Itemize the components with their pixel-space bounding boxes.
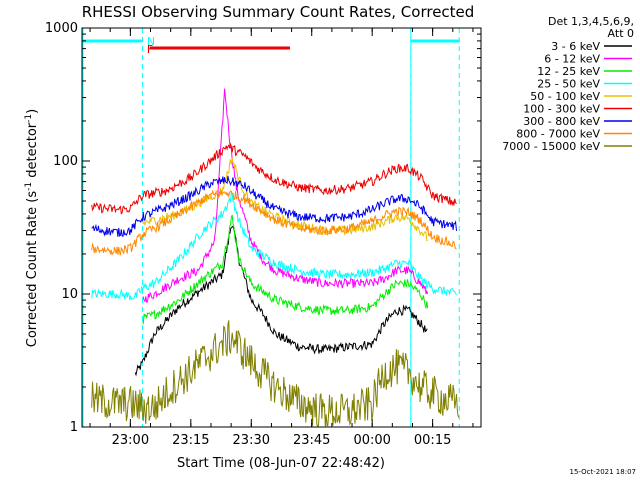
x-tick-label-4: 00:00 <box>353 433 390 448</box>
legend-label-6: 300 - 800 keV <box>523 115 600 128</box>
series-line-1 <box>142 88 429 303</box>
series-line-8 <box>91 320 460 427</box>
y-axis-label-main: Corrected Count Rate (s <box>25 191 40 348</box>
series-line-6 <box>91 175 457 238</box>
x-tick-label-3: 23:45 <box>293 433 330 448</box>
annotations: NF <box>82 28 460 427</box>
legend-label-1: 6 - 12 keV <box>544 53 600 66</box>
y-axis-label-mid: detector <box>25 122 40 182</box>
legend-label-0: 3 - 6 keV <box>551 40 600 53</box>
legend-label-4: 50 - 100 keV <box>530 90 600 103</box>
y-axis-label-end: ) <box>25 109 40 114</box>
plot-frame <box>81 27 482 428</box>
legend-label-7: 800 - 7000 keV <box>516 128 600 141</box>
y-tick-label-2: 100 <box>53 154 78 169</box>
y-axis-label-sup1: -1 <box>24 182 34 191</box>
y-tick-label-0: 1 <box>70 420 78 435</box>
legend-label-2: 12 - 25 keV <box>537 65 600 78</box>
y-axis-label-sup2: -1 <box>24 114 34 123</box>
x-tick-label-5: 00:15 <box>414 433 451 448</box>
series-line-3 <box>91 191 457 301</box>
flare-label: F <box>147 43 153 56</box>
legend-header-2: Att 0 <box>608 27 634 40</box>
night-label: N <box>147 35 155 48</box>
y-tick-label-3: 1000 <box>45 21 78 36</box>
x-tick-label-0: 23:00 <box>112 433 149 448</box>
x-axis-label: Start Time (08-Jun-07 22:48:42) <box>177 456 385 471</box>
legend-header-1: Det 1,3,4,5,6,9, <box>548 15 634 28</box>
series-line-0 <box>134 225 428 377</box>
series-group <box>91 88 460 427</box>
legend-label-3: 25 - 50 keV <box>537 78 600 91</box>
series-line-7 <box>91 189 457 256</box>
chart-title: RHESSI Observing Summary Count Rates, Co… <box>82 3 475 21</box>
footer-timestamp: 15-Oct-2021 18:07 <box>570 468 636 476</box>
y-axis-label: Corrected Count Rate (s-1 detector-1) <box>24 109 40 347</box>
series-line-2 <box>142 214 429 325</box>
legend-label-5: 100 - 300 keV <box>523 103 600 116</box>
series-line-5 <box>91 142 457 215</box>
legend-label-8: 7000 - 15000 keV <box>502 140 600 153</box>
x-tick-label-1: 23:15 <box>172 433 209 448</box>
y-axis: 1 10 100 1000 <box>45 21 481 435</box>
x-axis: 23:00 23:15 23:30 23:45 00:00 00:15 <box>89 28 474 448</box>
y-tick-label-1: 10 <box>61 287 78 302</box>
x-tick-label-2: 23:30 <box>233 433 270 448</box>
